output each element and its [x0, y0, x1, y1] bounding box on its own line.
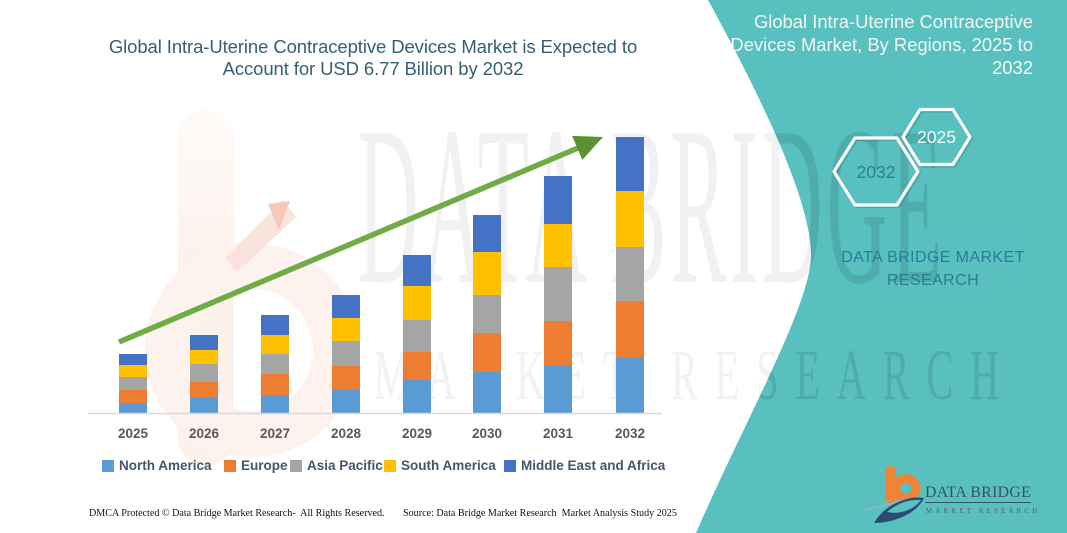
svg-text:2032: 2032 [857, 162, 896, 182]
svg-text:2025: 2025 [917, 127, 956, 147]
svg-text:DATA BRIDGE: DATA BRIDGE [925, 484, 1031, 501]
svg-text:DATA BRIDGE: DATA BRIDGE [358, 80, 946, 331]
svg-text:MARKET RESEARCH: MARKET RESEARCH [926, 507, 1040, 515]
